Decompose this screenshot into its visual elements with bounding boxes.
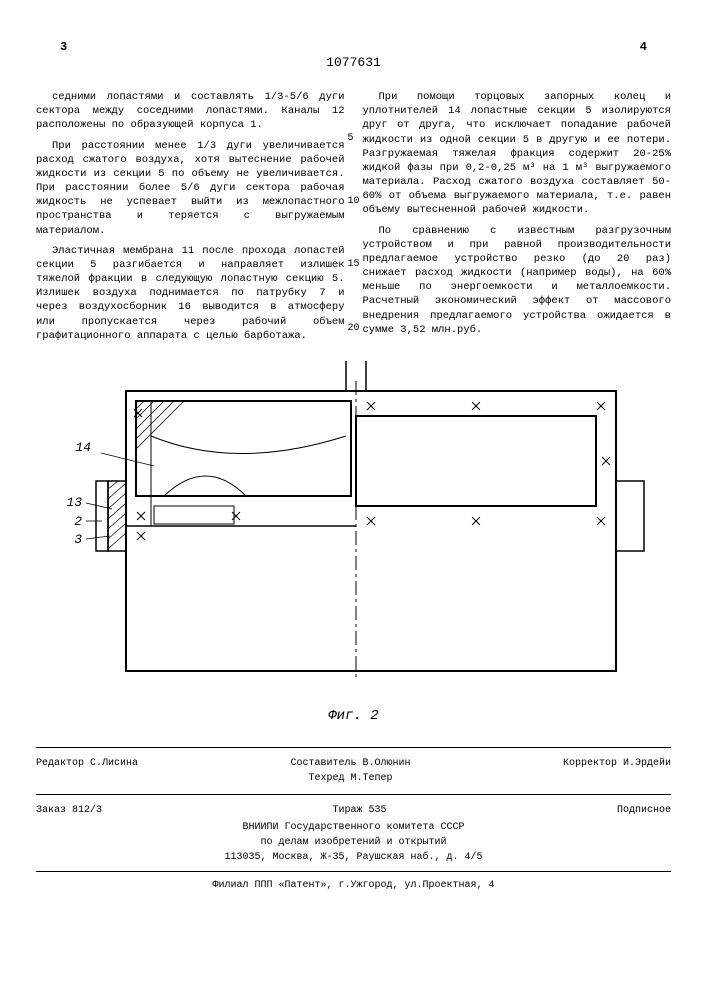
compiler-credit: Составитель В.Олюнин [290, 758, 410, 769]
filial-line: Филиал ППП «Патент», г.Ужгород, ул.Проек… [36, 878, 671, 893]
address-1: 113035, Москва, Ж-35, Раушская наб., д. … [36, 850, 671, 865]
org-line-2: по делам изобретений и открытий [36, 835, 671, 850]
figure-label: Фиг. 2 [36, 708, 671, 724]
paragraph: Эластичная мембрана 11 после прохода лоп… [36, 244, 345, 343]
figure-2-svg: 14 13 2 3 [36, 361, 671, 701]
corrector-credit: Корректор И.Эрдейи [563, 756, 671, 786]
patent-page: 3 4 1077631 седними лопастями и составля… [0, 0, 707, 1000]
paragraph: При расстоянии менее 1/3 дуги увеличивае… [36, 139, 345, 238]
tiraz: Тираж 535 [332, 803, 386, 818]
patent-number: 1077631 [326, 55, 381, 70]
footer-block: Редактор С.Лисина Составитель В.Олюнин Т… [36, 747, 671, 893]
paragraph: По сравнению с известным разгрузочным ус… [363, 224, 672, 337]
line-marker: 10 [348, 195, 360, 209]
callout-14: 14 [75, 440, 91, 455]
column-left: седними лопастями и составлять 1/3-5/6 д… [36, 90, 345, 349]
page-number-left: 3 [60, 40, 67, 54]
order-number: Заказ 812/3 [36, 803, 102, 818]
page-number-right: 4 [640, 40, 647, 54]
paragraph: При помощи торцовых запорных колец и упл… [363, 90, 672, 218]
column-right: При помощи торцовых запорных колец и упл… [363, 90, 672, 349]
line-marker: 20 [348, 322, 360, 336]
figure-area: 14 13 2 3 Фиг. 2 [36, 361, 671, 731]
paragraph: седними лопастями и составлять 1/3-5/6 д… [36, 90, 345, 133]
callout-13: 13 [66, 495, 82, 510]
line-marker: 5 [348, 132, 354, 146]
techred-credit: Техред М.Тепер [308, 773, 392, 784]
callout-2: 2 [74, 514, 82, 529]
org-line-1: ВНИИПИ Государственного комитета СССР [36, 820, 671, 835]
callout-3: 3 [74, 532, 82, 547]
editor-credit: Редактор С.Лисина [36, 756, 138, 786]
podpisnoe: Подписное [617, 803, 671, 818]
text-columns: седними лопастями и составлять 1/3-5/6 д… [36, 90, 671, 349]
line-marker: 15 [348, 258, 360, 272]
